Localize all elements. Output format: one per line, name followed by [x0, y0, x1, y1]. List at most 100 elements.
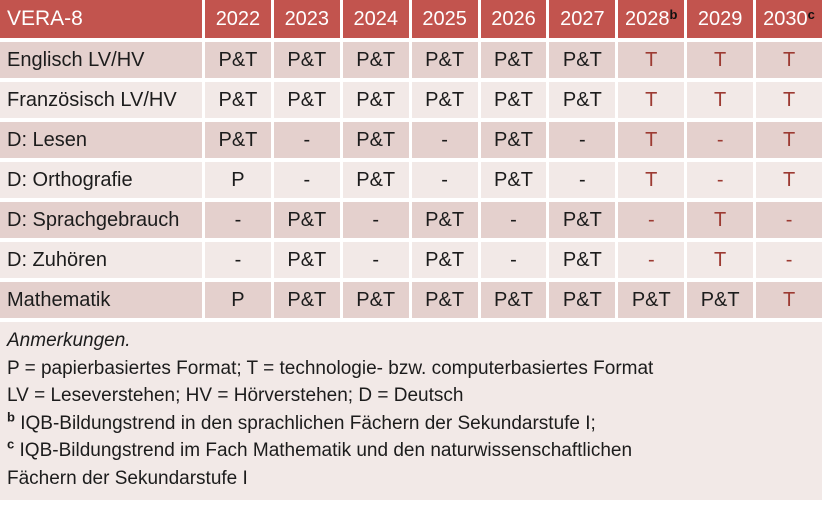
cell: P&T	[687, 282, 754, 318]
cell: P&T	[480, 82, 547, 118]
cell: -	[549, 162, 616, 198]
cell: -	[411, 122, 478, 158]
cell: P&T	[273, 82, 340, 118]
note-c-superscript: c	[7, 436, 15, 452]
cell: P&T	[618, 282, 685, 318]
row-label-mathematik: Mathematik	[0, 282, 202, 318]
year-label: 2022	[215, 7, 261, 30]
notes-heading: Anmerkungen.	[7, 330, 131, 351]
cell: P&T	[480, 122, 547, 158]
cell: -	[618, 202, 685, 238]
cell: P&T	[411, 202, 478, 238]
cell: P&T	[205, 122, 271, 158]
note-c-text-line2: Fächern der Sekundarstufe I	[7, 467, 248, 489]
note-format-legend: P = papierbasiertes Format; T = technolo…	[7, 357, 654, 379]
year-header-2030: 2030 c	[756, 0, 822, 38]
cell: -	[549, 122, 616, 158]
cell: P&T	[549, 242, 616, 278]
cell: P&T	[205, 82, 271, 118]
cell: T	[618, 42, 685, 78]
cell: -	[205, 202, 271, 238]
cell: -	[687, 162, 754, 198]
cell: T	[687, 42, 754, 78]
cell: T	[756, 82, 822, 118]
cell: -	[480, 242, 547, 278]
cell: P&T	[480, 42, 547, 78]
year-label: 2023	[284, 7, 330, 30]
year-header-2028: 2028 b	[618, 0, 685, 38]
table-notes: Anmerkungen. P = papierbasiertes Format;…	[0, 322, 822, 500]
year-header-2029: 2029	[687, 0, 754, 38]
cell: P&T	[480, 282, 547, 318]
cell: P	[205, 162, 271, 198]
note-b-text: IQB-Bildungstrend in den sprachlichen Fä…	[20, 412, 596, 434]
row-label-englisch: Englisch LV/HV	[0, 42, 202, 78]
row-label-d-zuhoeren: D: Zuhören	[0, 242, 202, 278]
cell: T	[618, 122, 685, 158]
cell: T	[756, 282, 822, 318]
cell: P&T	[342, 42, 409, 78]
cell: T	[618, 162, 685, 198]
year-label: 2028	[625, 7, 670, 30]
year-header-2025: 2025	[411, 0, 478, 38]
cell: P&T	[342, 82, 409, 118]
note-b: b IQB-Bildungstrend in den sprachlichen …	[7, 410, 814, 438]
year-header-2024: 2024	[342, 0, 409, 38]
year-label: 2024	[353, 7, 398, 30]
cell: -	[342, 242, 409, 278]
year-superscript: c	[807, 6, 815, 22]
year-label: 2030	[763, 7, 808, 30]
cell: P&T	[205, 42, 271, 78]
cell: T	[756, 162, 822, 198]
year-header-2026: 2026	[480, 0, 547, 38]
note-c-text-line1: IQB-Bildungstrend im Fach Mathematik und…	[19, 440, 633, 461]
cell: -	[411, 162, 478, 198]
note-c: c IQB-Bildungstrend im Fach Mathematik u…	[7, 437, 814, 492]
cell: P&T	[342, 282, 409, 318]
year-superscript: b	[669, 6, 678, 22]
cell: T	[756, 42, 822, 78]
table-title: VERA-8	[0, 0, 202, 38]
year-label: 2025	[422, 7, 467, 30]
cell: P&T	[549, 202, 616, 238]
row-label-d-orthografie: D: Orthografie	[0, 162, 202, 198]
cell: P&T	[273, 242, 340, 278]
cell: P&T	[273, 282, 340, 318]
cell: -	[687, 122, 754, 158]
cell: T	[687, 242, 754, 278]
year-header-2027: 2027	[549, 0, 616, 38]
year-label: 2029	[697, 7, 743, 30]
cell: T	[618, 82, 685, 118]
cell: -	[618, 242, 685, 278]
cell: -	[480, 202, 547, 238]
vera8-schedule-table: VERA-8 2022 2023 2024 2025 2026 2027 202…	[0, 0, 822, 318]
row-label-franzoesisch: Französisch LV/HV	[0, 82, 202, 118]
cell: P&T	[273, 202, 340, 238]
cell: P&T	[411, 42, 478, 78]
cell: -	[273, 122, 340, 158]
year-label: 2027	[560, 7, 605, 30]
cell: P&T	[273, 42, 340, 78]
cell: P&T	[480, 162, 547, 198]
cell: P&T	[342, 162, 409, 198]
cell: -	[756, 202, 822, 238]
note-b-superscript: b	[7, 409, 15, 425]
cell: -	[342, 202, 409, 238]
cell: P&T	[549, 82, 616, 118]
cell: -	[273, 162, 340, 198]
cell: P&T	[342, 122, 409, 158]
cell: P	[205, 282, 271, 318]
row-label-d-lesen: D: Lesen	[0, 122, 202, 158]
cell: -	[756, 242, 822, 278]
year-header-2022: 2022	[205, 0, 271, 38]
cell: T	[756, 122, 822, 158]
cell: P&T	[411, 242, 478, 278]
cell: T	[687, 202, 754, 238]
row-label-d-sprachgebrauch: D: Sprachgebrauch	[0, 202, 202, 238]
cell: T	[687, 82, 754, 118]
cell: P&T	[411, 82, 478, 118]
year-label: 2026	[491, 7, 536, 30]
cell: P&T	[549, 42, 616, 78]
cell: -	[205, 242, 271, 278]
note-abbreviation-legend: LV = Leseverstehen; HV = Hörverstehen; D…	[7, 385, 464, 406]
